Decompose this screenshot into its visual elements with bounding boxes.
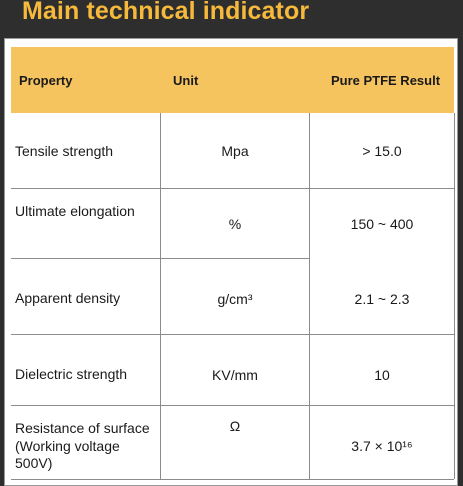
row-5-property: Resistance of surface (Working voltage 5… <box>15 420 150 471</box>
row-1-property: Tensile strength <box>15 143 114 159</box>
row-1-unit: Mpa <box>221 143 249 159</box>
table-header-row: Property Unit Pure PTFE Result <box>11 47 454 113</box>
row-5-result: 3.7 × 10¹⁶ <box>351 438 413 454</box>
column-divider-1 <box>160 113 161 479</box>
row-4-property: Dielectric strength <box>15 366 128 382</box>
row-divider-2 <box>11 258 310 259</box>
header-result: Pure PTFE Result <box>330 72 441 88</box>
row-4-unit: KV/mm <box>212 367 258 383</box>
row-2-result: 150 ~ 400 <box>350 216 414 232</box>
row-3-unit: g/cm³ <box>217 291 253 307</box>
row-divider-3 <box>11 334 454 335</box>
header-unit: Unit <box>173 72 199 88</box>
row-1-result: > 15.0 <box>362 143 402 159</box>
row-2-unit: % <box>228 216 242 232</box>
row-5-unit: Ω <box>229 418 241 434</box>
row-divider-1 <box>11 188 454 189</box>
row-3-result: 2.1 ~ 2.3 <box>354 291 410 307</box>
row-2-property: Ultimate elongation <box>15 203 135 219</box>
row-divider-4 <box>11 405 454 406</box>
page-title: Main technical indicator <box>22 0 310 25</box>
column-divider-2 <box>309 113 310 479</box>
technical-indicator-table: Property Unit Pure PTFE Result Tensile s… <box>4 38 458 486</box>
row-3-property: Apparent density <box>15 290 121 306</box>
row-4-result: 10 <box>374 367 390 383</box>
row-divider-bottom <box>11 479 454 480</box>
header-property: Property <box>19 72 73 88</box>
column-divider-right <box>454 113 455 479</box>
